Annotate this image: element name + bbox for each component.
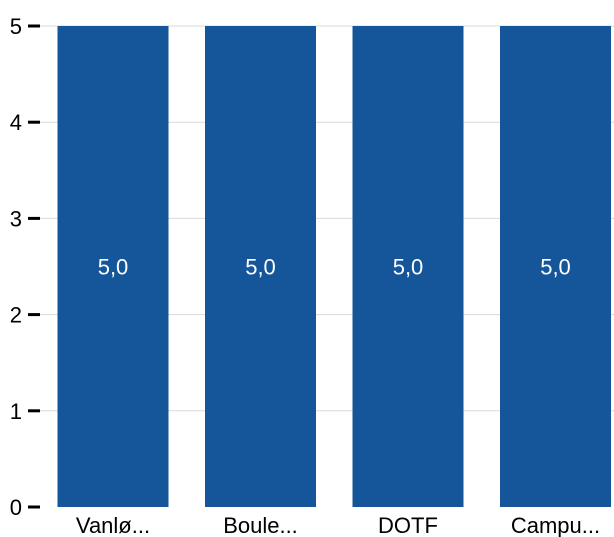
x-category-label: Campu... [511,513,600,537]
x-category-label: Boule... [223,513,298,537]
bar-value-label: 5,0 [98,255,129,280]
y-tick-label: 4 [10,110,22,135]
bar-value-label: 5,0 [393,255,424,280]
y-tick-label: 3 [10,206,22,231]
labels: 0 1 2 3 4 5 5,0 Vanlø... 5,0 Boule... 5,0 DOTF 5,0 Ca… [10,14,600,537]
bars [57,26,611,507]
bar-value-label: 5,0 [245,255,276,280]
y-tick-label: 0 [10,495,22,520]
bar [205,26,316,507]
y-axis [28,24,40,509]
y-tick-label: 2 [10,303,22,328]
y-tick-label: 5 [10,14,22,39]
bar [500,26,611,507]
bar [352,26,464,507]
bar [57,26,169,507]
y-tick-label: 1 [10,399,22,424]
x-category-label: Vanlø... [76,513,150,537]
x-category-label: DOTF [378,513,438,537]
bar-value-label: 5,0 [540,255,571,280]
